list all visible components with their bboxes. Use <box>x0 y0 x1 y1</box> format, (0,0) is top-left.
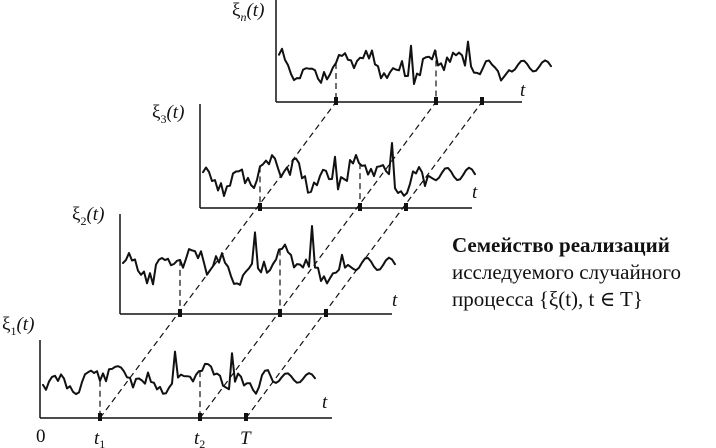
x-label-t-2: t <box>392 290 398 311</box>
caption-line-3: процесса {ξ(t), t ∈ T} <box>452 287 643 311</box>
caption-line-2: исследуемого случайного <box>452 260 682 284</box>
realization-curve-1 <box>42 350 316 396</box>
tick-mark-n-3 <box>480 97 484 105</box>
tick-mark-2-3 <box>324 309 328 317</box>
caption-title: Семейство реализаций <box>452 233 670 257</box>
y-label-xi-1: ξ1(t) <box>2 314 34 338</box>
x-label-t-1: t <box>322 392 328 413</box>
t2-label: t2 <box>194 428 205 448</box>
T-label: T <box>240 428 252 448</box>
realization-curve-2 <box>122 225 396 286</box>
x-label-t-3: t <box>472 182 478 203</box>
realization-curve-n <box>278 40 552 85</box>
realization-curve-3 <box>202 142 476 197</box>
diagonal-link-3 <box>245 101 483 419</box>
tick-mark-n-1 <box>334 97 338 105</box>
y-label-xi-n: ξn(t) <box>232 0 264 24</box>
diagonal-link-1 <box>99 101 337 419</box>
diagram-caption: Семейство реализаций исследуемого случай… <box>452 232 714 313</box>
y-label-xi-2: ξ2(t) <box>72 204 104 228</box>
x-label-t-n: t <box>520 80 526 101</box>
y-label-xi-3: ξ3(t) <box>152 102 184 126</box>
t1-label: t1 <box>94 428 105 448</box>
tick-mark-3-3 <box>404 203 408 211</box>
diagonal-link-2 <box>199 101 437 419</box>
origin-label: 0 <box>36 426 46 447</box>
